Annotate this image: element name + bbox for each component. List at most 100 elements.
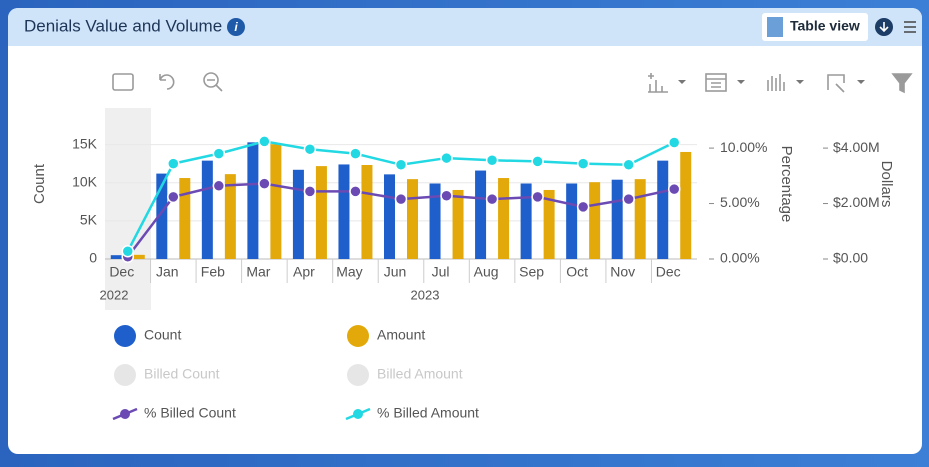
y-tick-label: 5K xyxy=(80,212,98,228)
bar xyxy=(429,183,441,259)
bar xyxy=(315,166,327,259)
y3-tick-label: $4.00M xyxy=(833,139,880,155)
bar xyxy=(110,255,122,259)
point xyxy=(167,157,180,170)
point xyxy=(212,147,226,160)
y-tick-label: 15K xyxy=(72,135,98,151)
x-tick-label: Dec xyxy=(109,264,134,280)
bar xyxy=(179,178,191,259)
point xyxy=(349,185,362,198)
point xyxy=(531,155,544,168)
bar xyxy=(611,179,623,259)
bar xyxy=(407,179,418,259)
point xyxy=(167,190,180,204)
filter-button[interactable] xyxy=(891,73,913,94)
x-tick-label: Mar xyxy=(246,264,270,280)
point xyxy=(667,182,681,196)
bar xyxy=(566,183,578,259)
legend-swatch xyxy=(347,325,369,347)
bar xyxy=(270,144,282,259)
legend-label[interactable]: Billed Count xyxy=(144,366,220,382)
bar xyxy=(133,254,145,259)
y-tick-label: 0 xyxy=(89,250,97,266)
bar xyxy=(498,178,510,259)
bar xyxy=(247,142,259,259)
legend-dot xyxy=(353,409,363,419)
x-tick-label: Nov xyxy=(610,264,635,280)
header-bar xyxy=(8,8,922,46)
point xyxy=(440,151,453,165)
bar xyxy=(224,174,236,259)
year-label: 2023 xyxy=(411,287,440,302)
y3-tick-label: $0.00 xyxy=(833,250,868,266)
y3-axis-label: Dollars xyxy=(878,161,895,208)
point xyxy=(349,147,362,160)
y2-axis-label: Percentage xyxy=(778,146,795,223)
bar xyxy=(543,189,555,259)
bar xyxy=(589,182,601,259)
point xyxy=(576,157,590,170)
x-tick-label: Aug xyxy=(474,264,499,280)
legend-swatch xyxy=(347,364,369,386)
download-glyph xyxy=(879,22,889,33)
y-tick-label: 10K xyxy=(72,173,98,189)
hover-band xyxy=(105,108,151,310)
table-icon xyxy=(767,17,783,37)
table-view-label: Table view xyxy=(790,18,860,34)
point xyxy=(303,185,317,198)
legend-label[interactable]: Amount xyxy=(377,327,425,343)
info-icon[interactable] xyxy=(227,18,245,36)
point xyxy=(394,158,408,171)
widget-title: Denials Value and Volume xyxy=(24,16,222,35)
x-tick-label: Apr xyxy=(293,264,315,280)
chart-type-button[interactable] xyxy=(767,74,785,91)
point xyxy=(667,136,681,149)
legend-dot xyxy=(120,409,130,419)
bar xyxy=(156,173,168,259)
y2-tick-label: 0.00% xyxy=(720,250,760,266)
table-view-button[interactable] xyxy=(762,13,868,41)
point xyxy=(121,244,135,258)
bar xyxy=(361,165,373,259)
fullscreen-button[interactable] xyxy=(112,73,134,91)
bar xyxy=(634,179,646,259)
calendar-button[interactable] xyxy=(705,73,727,92)
bar xyxy=(452,189,464,259)
card xyxy=(8,8,922,454)
bar xyxy=(338,164,350,259)
x-tick-label: Dec xyxy=(656,264,681,280)
point xyxy=(576,200,590,214)
legend-label[interactable]: Count xyxy=(144,327,181,343)
x-tick-label: Oct xyxy=(566,264,588,280)
point xyxy=(258,135,271,148)
x-tick-label: Sep xyxy=(519,264,544,280)
zoom-out-button[interactable] xyxy=(203,72,219,88)
legend-label[interactable]: Billed Amount xyxy=(377,366,463,382)
undo-button[interactable] xyxy=(159,74,175,90)
export-button[interactable] xyxy=(827,74,845,93)
bar xyxy=(292,169,304,259)
point xyxy=(622,158,635,171)
add-series-button[interactable] xyxy=(648,73,668,93)
legend-label[interactable]: % Billed Amount xyxy=(377,405,479,421)
legend-label[interactable]: % Billed Count xyxy=(144,405,236,421)
x-tick-label: Jun xyxy=(384,264,407,280)
point xyxy=(303,142,317,156)
bar xyxy=(475,170,487,259)
y2-tick-label: 10.00% xyxy=(720,139,767,155)
x-tick-label: May xyxy=(336,264,362,280)
point xyxy=(440,189,453,203)
bar xyxy=(520,183,532,259)
bar xyxy=(201,160,213,259)
y3-tick-label: $2.00M xyxy=(833,194,880,210)
point xyxy=(485,192,499,206)
year-label: 2022 xyxy=(100,287,129,302)
point xyxy=(212,179,226,193)
menu-button[interactable] xyxy=(904,21,916,33)
x-tick-label: Feb xyxy=(201,264,225,280)
y2-tick-label: 5.00% xyxy=(720,194,760,210)
point xyxy=(622,192,635,206)
legend-swatch xyxy=(114,364,136,386)
point xyxy=(258,177,271,190)
